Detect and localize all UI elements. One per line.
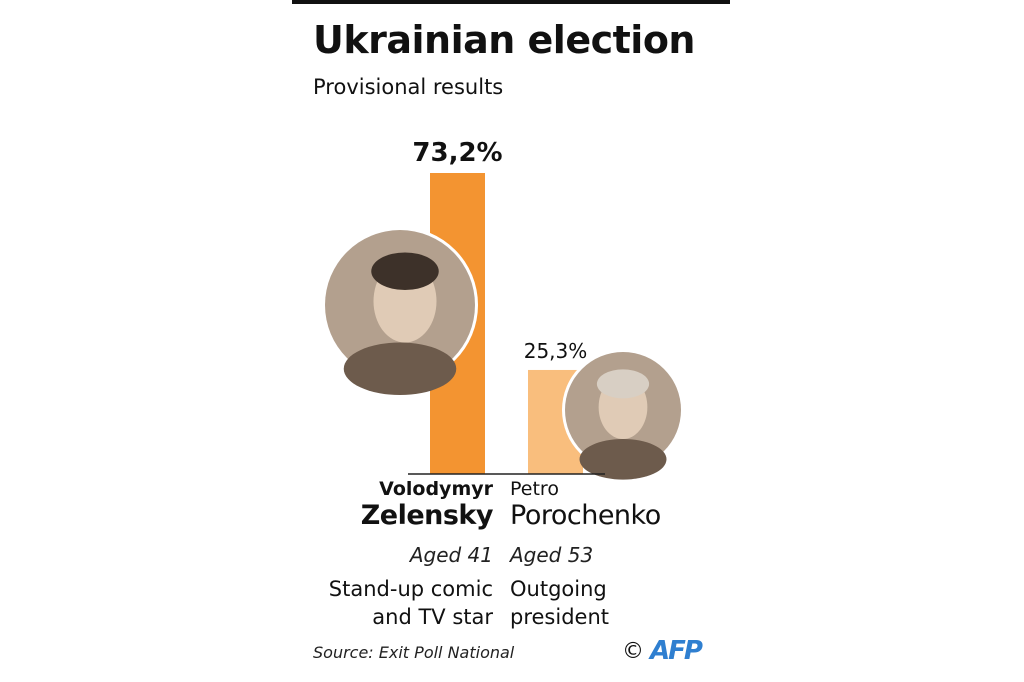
candidate-1-first-name: Volodymyr [379,478,493,500]
bar-value-label: 73,2% [412,138,502,168]
afp-logo: AFP [650,636,703,666]
chart-subtitle: Provisional results [313,75,504,99]
candidate-1-description: Stand-up comic and TV star [329,575,493,631]
candidate-2-last-name: Porochenko [510,500,661,531]
top-rule [292,0,730,4]
candidate-2-first-name: Petro [510,478,559,500]
candidate-1-description-line: and TV star [372,605,493,629]
zelensky-portrait [322,227,478,395]
candidate-2-description: Outgoing president [510,575,609,631]
candidate-2-description-line: Outgoing [510,577,607,601]
candidate-1-age: Aged 41 [409,543,493,567]
source-note: Source: Exit Poll National [313,643,515,662]
chart-title: Ukrainian election [313,18,695,62]
candidate-1-description-line: Stand-up comic [328,577,493,601]
candidate-2-description-line: president [510,605,609,629]
bar-value-label: 25,3% [524,339,588,363]
porochenko-portrait [562,349,684,480]
credit: © AFP [622,636,703,666]
copyright-symbol: © [622,638,644,664]
candidate-1-last-name: Zelensky [360,500,494,531]
candidate-2-age: Aged 53 [510,543,594,567]
